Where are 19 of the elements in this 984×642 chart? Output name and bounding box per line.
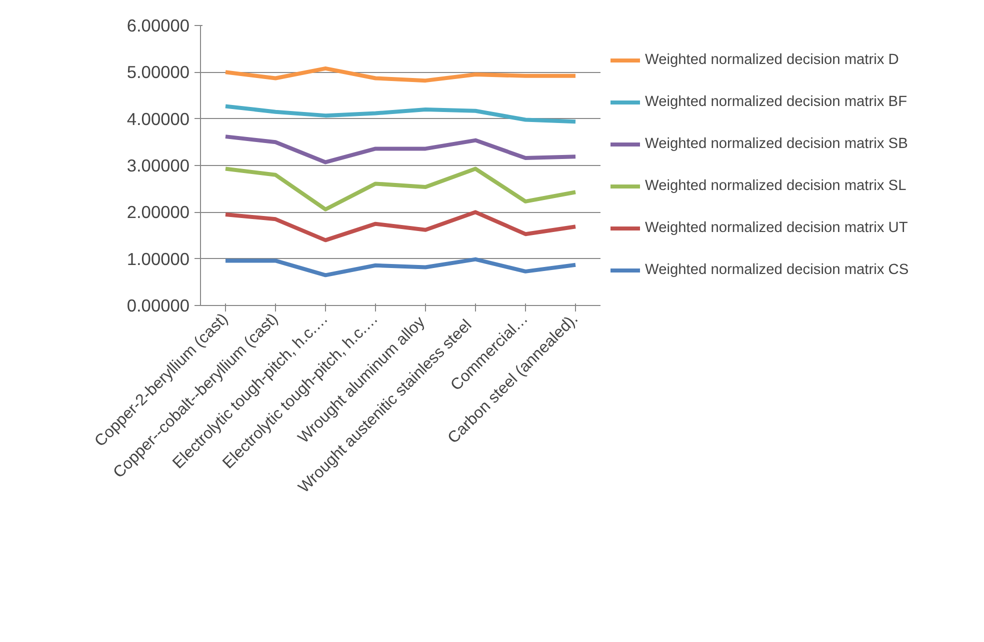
legend-label: Weighted normalized decision matrix UT [645,220,908,236]
line-series [224,210,578,242]
line-series [224,134,578,164]
line-series [224,166,578,212]
y-tick-label: 4.00000 [126,108,190,129]
line-series [224,66,578,83]
line-series [224,104,578,124]
y-tick-label: 5.00000 [126,62,190,82]
legend-label: Weighted normalized decision matrix CS [645,262,909,278]
legend-label: Weighted normalized decision matrix SL [645,178,906,194]
y-tick-label: 0.00000 [126,296,190,316]
y-tick-label: 2.00000 [126,202,190,222]
legend-label: Weighted normalized decision matrix D [645,52,899,68]
y-tick-label: 6.00000 [126,16,190,36]
legend-label: Weighted normalized decision matrix SB [645,136,908,152]
line-series [224,257,578,278]
y-tick-label: 1.00000 [126,248,190,269]
y-tick-label: 3.00000 [126,156,190,176]
legend-label: Weighted normalized decision matrix BF [645,94,908,110]
